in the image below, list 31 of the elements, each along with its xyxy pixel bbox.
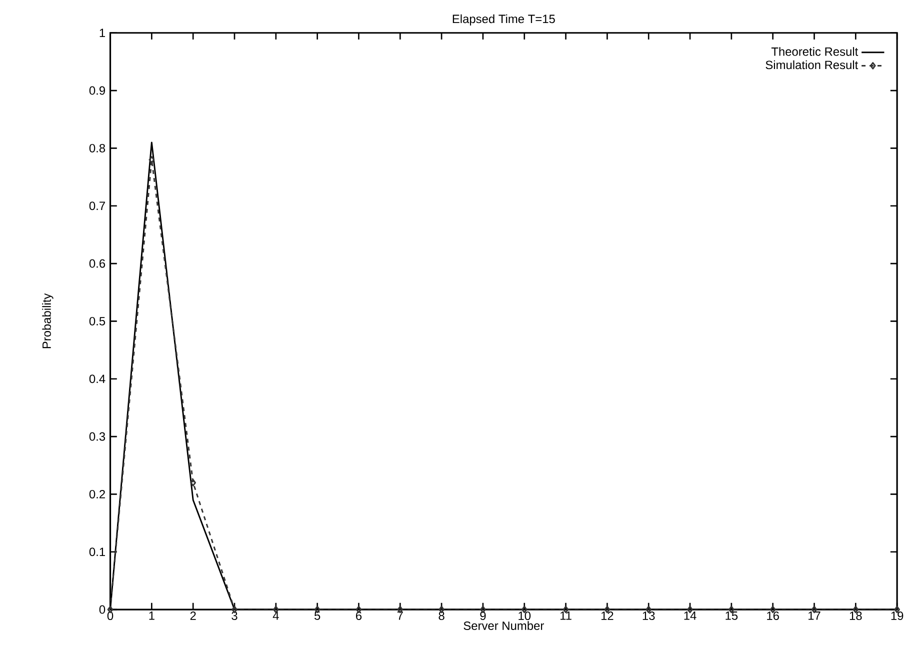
point <box>148 156 155 164</box>
x-tick-label: 12 <box>601 611 614 620</box>
x-tick-label: 17 <box>808 611 820 620</box>
point <box>190 478 196 486</box>
y-tick-label: 0.6 <box>89 259 106 268</box>
y-tick-label: 0.3 <box>89 432 106 441</box>
x-tick-label: 1 <box>149 611 154 620</box>
x-tick-label: 10 <box>518 611 531 620</box>
y-axis-title: Probability <box>42 293 54 348</box>
y-tick-label: 0.8 <box>89 144 106 152</box>
y-tick-label: 0.2 <box>89 490 105 498</box>
x-tick-label: 19 <box>891 611 904 620</box>
y-tick-label: 0.5 <box>89 316 106 326</box>
y-tick-label: 0 <box>99 605 106 614</box>
y-tick-label: 0.4 <box>89 374 106 383</box>
x-tick-label: 18 <box>850 611 862 620</box>
legend-label: Simulation Result <box>766 60 858 70</box>
legend-label: Theoretic Result <box>771 46 858 56</box>
x-tick-label: 16 <box>767 611 779 620</box>
y-tick-label: 0.1 <box>89 547 105 556</box>
y-tick-label: 0.7 <box>89 201 105 210</box>
y-tick-label: 0.9 <box>89 86 106 95</box>
x-tick-label: 11 <box>560 611 572 620</box>
y-tick-label: 1 <box>100 28 105 37</box>
x-tick-label: 2 <box>190 611 196 620</box>
x-tick-label: 13 <box>642 611 655 620</box>
x-tick-label: 14 <box>684 611 696 620</box>
x-axis-title: Server Number <box>464 621 544 630</box>
x-tick-label: 15 <box>726 611 738 620</box>
chart-title: Elapsed Time T=15 <box>452 14 555 26</box>
x-tick-label: 4 <box>272 611 279 620</box>
